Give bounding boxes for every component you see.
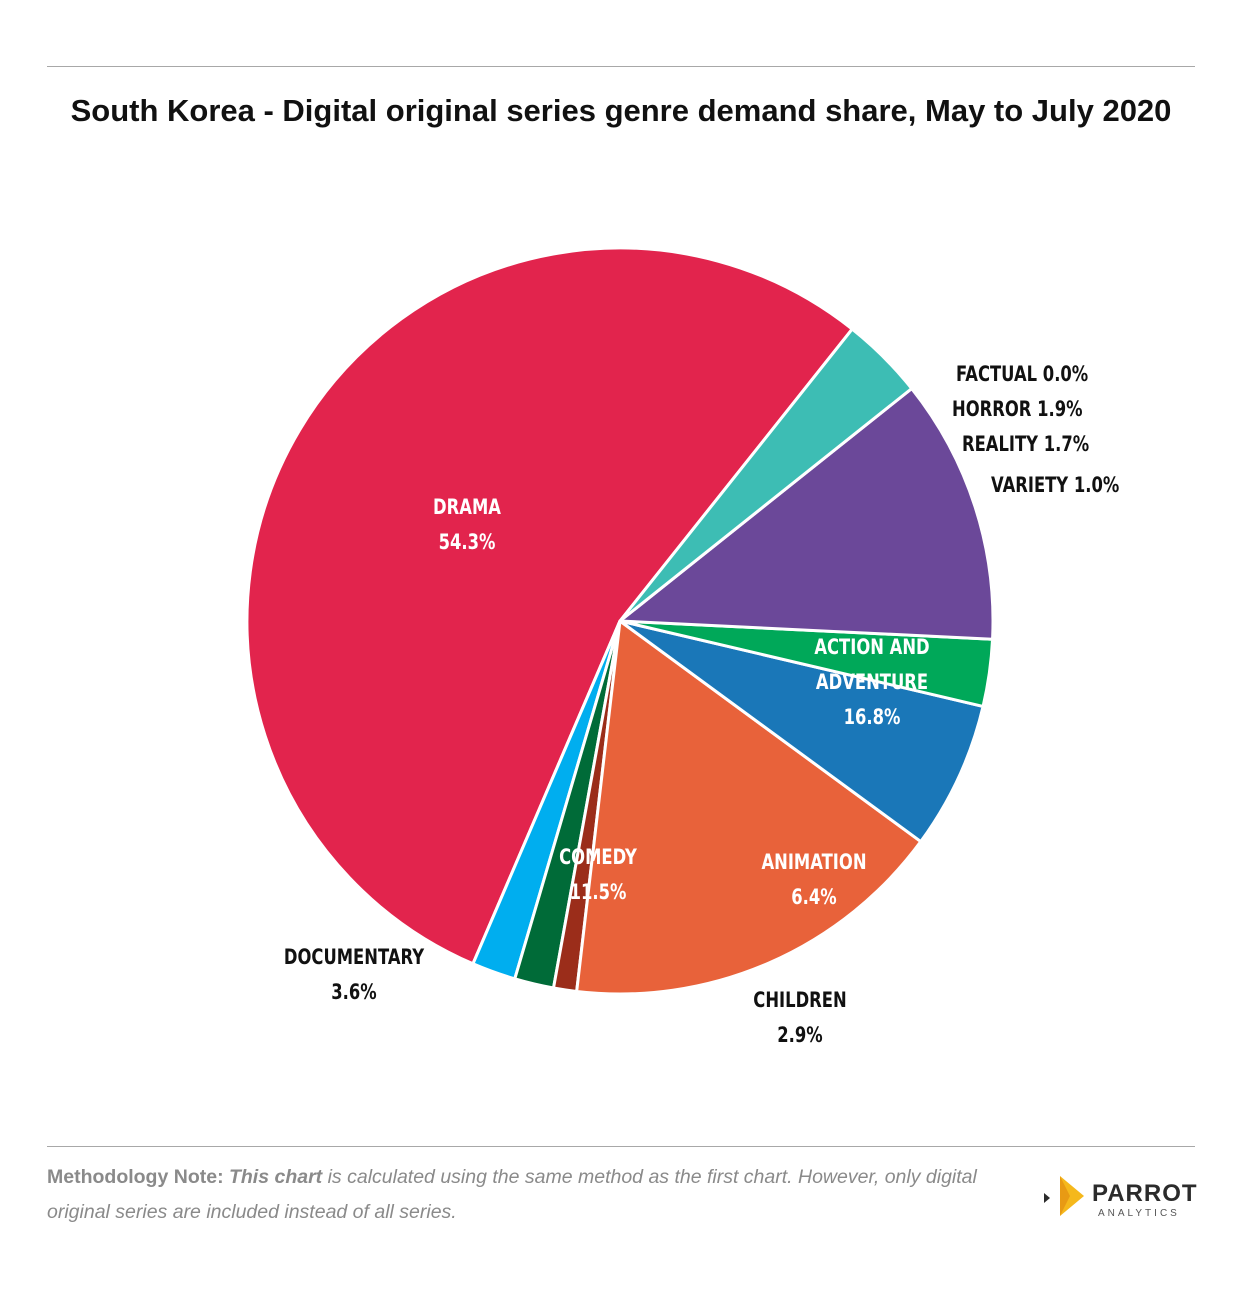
logo-sub: ANALYTICS bbox=[1098, 1208, 1180, 1219]
slice-label-value: 54.3% bbox=[438, 530, 496, 554]
slice-label-animation: ANIMATION 6.4% bbox=[713, 845, 916, 915]
slice-label-action-and-adventure: ACTION AND ADVENTURE 16.8% bbox=[771, 630, 974, 735]
slice-label-documentary: DOCUMENTARY 3.6% bbox=[253, 940, 456, 1010]
slice-label-drama: DRAMA 54.3% bbox=[366, 490, 569, 560]
slice-label-text: FACTUAL 0.0% bbox=[956, 362, 1089, 386]
slice-label-name: DRAMA bbox=[433, 495, 501, 519]
slice-label-value: 11.5% bbox=[569, 880, 627, 904]
slice-label-children: CHILDREN 2.9% bbox=[699, 983, 902, 1053]
top-divider bbox=[47, 66, 1195, 67]
slice-label-name: COMEDY bbox=[559, 845, 637, 869]
pie-slice-documentary bbox=[618, 327, 914, 623]
bottom-divider bbox=[47, 1146, 1195, 1147]
note-lead: Methodology Note: bbox=[47, 1166, 224, 1188]
slice-label-reality: REALITY 1.7% bbox=[962, 427, 1165, 462]
slice-label-comedy: COMEDY 11.5% bbox=[497, 840, 700, 910]
slice-label-value: 6.4% bbox=[791, 885, 837, 909]
logo-word: PARROT bbox=[1092, 1180, 1198, 1207]
slice-label-value: 3.6% bbox=[331, 980, 377, 1004]
slice-label-name: CHILDREN bbox=[753, 988, 847, 1012]
note-emphasis: This chart bbox=[228, 1166, 323, 1188]
slice-label-name: ACTION AND bbox=[814, 635, 930, 659]
slice-label-text: REALITY 1.7% bbox=[962, 432, 1090, 456]
slice-label-horror: HORROR 1.9% bbox=[952, 392, 1155, 427]
slice-label-text: HORROR 1.9% bbox=[952, 397, 1083, 421]
methodology-note: Methodology Note: This chart is calculat… bbox=[47, 1160, 977, 1230]
pie-slice-animation bbox=[618, 619, 985, 844]
note-text: is calculated using the same method as t… bbox=[47, 1166, 977, 1223]
pie-slice-comedy bbox=[618, 387, 995, 641]
pie-slice-drama bbox=[245, 246, 854, 966]
chart-title: South Korea - Digital original series ge… bbox=[70, 93, 1172, 128]
parrot-logo-icon bbox=[1044, 1176, 1084, 1216]
slice-label-value: 16.8% bbox=[843, 705, 901, 729]
slice-label-variety: VARIETY 1.0% bbox=[991, 468, 1194, 503]
slice-label-text: VARIETY 1.0% bbox=[991, 473, 1120, 497]
slice-label-factual: FACTUAL 0.0% bbox=[956, 357, 1159, 392]
slice-label-name: DOCUMENTARY bbox=[283, 945, 425, 969]
slice-label-name: ADVENTURE bbox=[815, 670, 929, 694]
slice-label-value: 2.9% bbox=[777, 1023, 823, 1047]
slice-label-name: ANIMATION bbox=[761, 850, 867, 874]
pie-slice-action-and-adventure bbox=[575, 619, 923, 996]
parrot-analytics-logo: PARROT ANALYTICS bbox=[1040, 1172, 1200, 1222]
